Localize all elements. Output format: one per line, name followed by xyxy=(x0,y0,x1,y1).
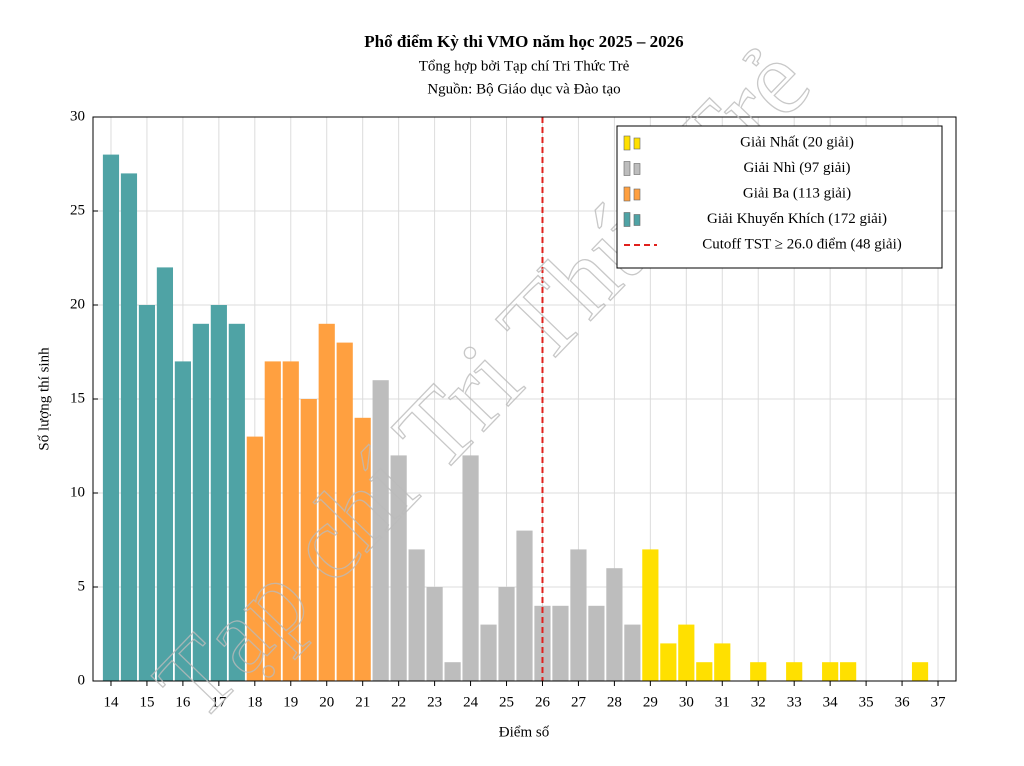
y-tick-label: 20 xyxy=(70,296,85,312)
chart-title: Phổ điểm Kỳ thi VMO năm học 2025 – 2026 xyxy=(364,32,683,51)
bar xyxy=(138,305,156,681)
bar xyxy=(480,624,497,681)
legend-box xyxy=(616,125,943,269)
x-tick-label: 21 xyxy=(355,694,370,710)
bar xyxy=(714,643,731,681)
bar xyxy=(390,455,407,681)
bar xyxy=(911,662,929,681)
chart-subtitle: Nguồn: Bộ Giáo dục và Đào tạo xyxy=(427,81,620,97)
y-tick-label: 0 xyxy=(78,672,86,688)
x-tick-label: 16 xyxy=(175,694,191,710)
x-tick-label: 25 xyxy=(499,694,514,710)
legend-swatch xyxy=(633,214,641,226)
bar xyxy=(570,549,587,681)
bar xyxy=(642,549,659,681)
bar xyxy=(372,380,389,681)
bar xyxy=(228,323,245,681)
x-tick-label: 26 xyxy=(535,694,551,710)
bar xyxy=(318,323,335,681)
bar xyxy=(786,662,803,681)
legend-label: Giải Nhất (20 giải) xyxy=(740,134,854,150)
legend-label: Cutoff TST ≥ 26.0 điểm (48 giải) xyxy=(702,236,901,252)
bar xyxy=(120,173,138,681)
bar xyxy=(534,605,551,681)
x-tick-label: 34 xyxy=(823,694,839,710)
x-tick-label: 23 xyxy=(427,694,442,710)
bar xyxy=(246,436,263,681)
legend-swatch xyxy=(633,163,641,175)
bar xyxy=(660,643,677,681)
bar xyxy=(336,342,353,681)
legend-swatch xyxy=(623,135,631,151)
bar xyxy=(282,361,299,681)
bar xyxy=(498,587,515,681)
bar xyxy=(552,605,569,681)
y-axis-label: Số lượng thí sinh xyxy=(36,347,52,451)
x-tick-label: 22 xyxy=(391,694,406,710)
bar xyxy=(840,662,857,681)
y-tick-label: 25 xyxy=(70,202,85,218)
bar xyxy=(624,624,641,681)
x-tick-label: 24 xyxy=(463,694,479,710)
bar xyxy=(588,605,605,681)
x-tick-label: 37 xyxy=(931,694,947,710)
bar xyxy=(696,662,713,681)
x-tick-label: 29 xyxy=(643,694,658,710)
legend-label: Giải Khuyến Khích (172 giải) xyxy=(707,211,887,227)
bar xyxy=(264,361,281,681)
x-tick-label: 14 xyxy=(103,694,119,710)
legend-swatch xyxy=(623,161,631,176)
x-tick-label: 36 xyxy=(895,694,911,710)
x-tick-label: 19 xyxy=(283,694,298,710)
bar xyxy=(102,154,120,682)
bar xyxy=(678,624,695,681)
plot-frame xyxy=(92,116,957,682)
x-axis-label: Điểm số xyxy=(499,724,550,740)
bar xyxy=(210,305,227,681)
x-tick-label: 15 xyxy=(139,694,154,710)
x-tick-label: 28 xyxy=(607,694,622,710)
y-tick-label: 30 xyxy=(70,108,85,124)
bar xyxy=(750,662,767,681)
y-tick-label: 10 xyxy=(70,484,85,500)
bar xyxy=(156,267,174,681)
legend-swatch xyxy=(623,186,631,202)
bar xyxy=(174,361,191,681)
bar xyxy=(408,549,425,681)
chart-subtitle: Tổng hợp bởi Tạp chí Tri Thức Trẻ xyxy=(419,58,630,74)
bar xyxy=(822,662,839,681)
bar xyxy=(606,568,623,681)
y-tick-label: 15 xyxy=(70,390,85,406)
legend-swatch xyxy=(633,188,641,201)
y-tick-label: 5 xyxy=(78,578,86,594)
legend-swatch xyxy=(633,137,641,150)
x-tick-label: 31 xyxy=(715,694,730,710)
legend-label: Giải Nhì (97 giải) xyxy=(743,160,850,176)
bar xyxy=(516,530,533,681)
legend-label: Giải Ba (113 giải) xyxy=(743,185,851,201)
x-tick-label: 18 xyxy=(247,694,262,710)
legend-swatch xyxy=(623,212,631,227)
bar xyxy=(192,323,209,681)
x-tick-label: 20 xyxy=(319,694,334,710)
bar xyxy=(462,455,479,681)
x-tick-label: 27 xyxy=(571,694,587,710)
x-tick-label: 17 xyxy=(211,694,227,710)
x-tick-label: 33 xyxy=(787,694,802,710)
bar xyxy=(426,587,443,681)
x-tick-label: 30 xyxy=(679,694,694,710)
bar xyxy=(444,662,461,681)
bar xyxy=(354,417,371,681)
x-tick-label: 35 xyxy=(859,694,874,710)
x-tick-label: 32 xyxy=(751,694,766,710)
bar xyxy=(300,399,317,681)
